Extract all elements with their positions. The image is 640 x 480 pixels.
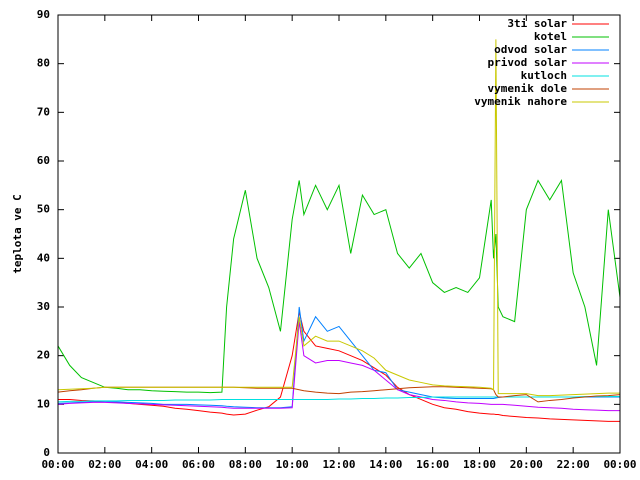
- legend-label: vymenik dole: [488, 82, 568, 95]
- y-tick-label: 80: [37, 57, 50, 70]
- y-tick-label: 70: [37, 105, 50, 118]
- legend-label: kutloch: [521, 69, 567, 82]
- y-tick-label: 60: [37, 154, 50, 167]
- x-tick-label: 00:00: [603, 458, 636, 471]
- x-tick-label: 02:00: [88, 458, 121, 471]
- y-axis-label: teplota ve C: [11, 194, 24, 273]
- y-tick-label: 40: [37, 251, 50, 264]
- x-tick-label: 12:00: [322, 458, 355, 471]
- legend-label: kotel: [534, 30, 567, 43]
- x-tick-label: 14:00: [369, 458, 402, 471]
- y-tick-label: 90: [37, 8, 50, 21]
- series-line: [58, 311, 620, 422]
- series-line: [57, 396, 620, 403]
- x-tick-label: 22:00: [557, 458, 590, 471]
- x-tick-label: 08:00: [229, 458, 262, 471]
- series-line: [57, 39, 620, 397]
- x-tick-label: 04:00: [135, 458, 168, 471]
- y-tick-label: 30: [37, 300, 50, 313]
- y-tick-label: 50: [37, 203, 50, 216]
- legend-label: vymenik nahore: [474, 95, 567, 108]
- x-tick-label: 00:00: [41, 458, 74, 471]
- legend-label: odvod solar: [494, 43, 567, 56]
- x-tick-label: 18:00: [463, 458, 496, 471]
- legend-label: 3ti solar: [507, 17, 567, 30]
- plot-border: [57, 14, 621, 454]
- series-line: [57, 321, 620, 412]
- series-line: [57, 178, 621, 394]
- x-tick-label: 10:00: [276, 458, 309, 471]
- y-tick-label: 10: [37, 397, 50, 410]
- x-tick-label: 06:00: [182, 458, 215, 471]
- legend-label: privod solar: [488, 56, 568, 69]
- y-tick-label: 0: [43, 446, 50, 459]
- x-tick-label: 16:00: [416, 458, 449, 471]
- y-tick-label: 20: [37, 349, 50, 362]
- x-tick-label: 20:00: [510, 458, 543, 471]
